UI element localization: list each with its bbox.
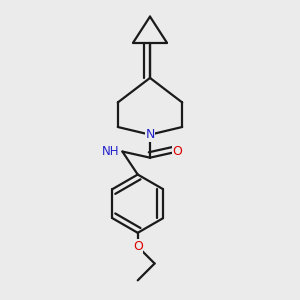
Text: N: N: [145, 128, 155, 141]
Text: O: O: [173, 145, 182, 158]
Text: NH: NH: [102, 145, 119, 158]
Text: O: O: [133, 240, 143, 253]
